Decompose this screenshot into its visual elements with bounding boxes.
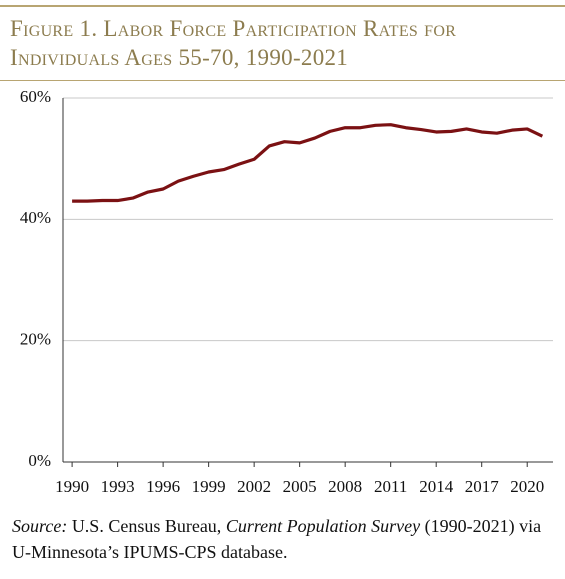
x-tick-label: 1996 xyxy=(146,477,180,496)
data-line xyxy=(72,123,544,203)
x-tick-label: 2020 xyxy=(510,477,544,496)
x-tick-label: 2017 xyxy=(465,477,500,496)
chart-title: Figure 1. Labor Force Participation Rate… xyxy=(10,16,457,70)
x-tick-label: 2002 xyxy=(237,477,271,496)
x-tick-label: 2005 xyxy=(283,477,317,496)
source-detail: (1990-2021) via U-Minnesota’s IPUMS-CPS … xyxy=(12,516,542,562)
source-note: Source: U.S. Census Bureau, Current Popu… xyxy=(12,513,557,565)
chart: 0% 20% 40% 60% 1990 1993 1996 1999 2002 2005 2008 2… xyxy=(20,87,553,496)
rule xyxy=(0,80,565,81)
rule xyxy=(0,5,565,7)
x-tick-label: 1993 xyxy=(101,477,135,496)
source-survey: Current Population Survey xyxy=(225,516,421,536)
x-tick-label: 1990 xyxy=(55,477,89,496)
source-label: Source: xyxy=(12,516,68,536)
y-tick-label: 40% xyxy=(20,208,51,227)
x-tick-label: 2014 xyxy=(419,477,454,496)
y-tick-label: 20% xyxy=(20,330,51,349)
x-tick-label: 2008 xyxy=(328,477,362,496)
x-tick-label: 1999 xyxy=(192,477,226,496)
source-agency: U.S. Census Bureau, xyxy=(71,516,222,536)
y-tick-label: 60% xyxy=(20,87,51,106)
y-tick-label: 0% xyxy=(28,451,51,470)
x-tick-label: 2011 xyxy=(374,477,407,496)
